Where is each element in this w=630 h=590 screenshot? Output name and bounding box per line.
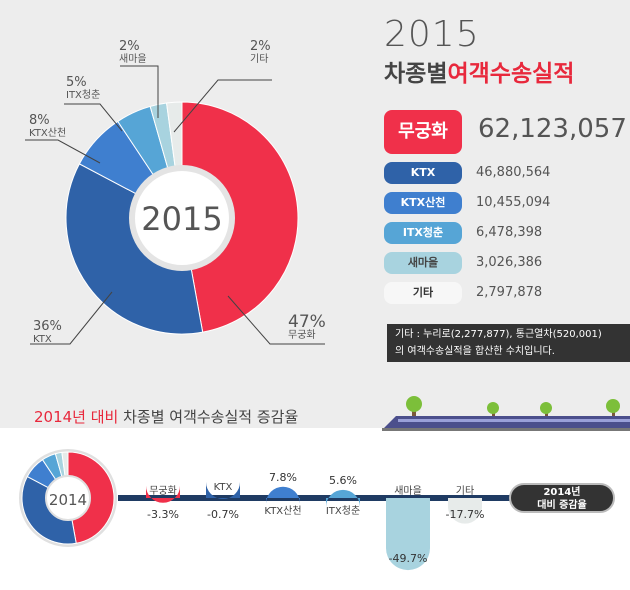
title-part1: 차종별 <box>384 61 448 87</box>
section2-title-rest: 차종별 여객수송실적 증감율 <box>118 408 299 426</box>
bar-category-label: 기타 <box>455 486 475 497</box>
leader-line <box>120 65 159 118</box>
bar-category-label: KTX산천 <box>264 506 302 517</box>
year-title: 2015 <box>384 14 480 55</box>
pie-label-ktx-sancheon: 8% KTX산천 <box>29 114 66 140</box>
pie-label-name: 무궁화 <box>288 330 316 341</box>
bar <box>206 482 240 500</box>
bar-category-label: ITX청춘 <box>325 506 361 517</box>
tree-icon <box>487 402 499 414</box>
bar-value-label: -3.3% <box>147 508 179 521</box>
pie-label-name: KTX산천 <box>29 128 67 139</box>
bar <box>326 489 360 507</box>
small-donut-label: 2014 <box>49 491 87 509</box>
leader-lines <box>25 65 325 345</box>
pie-label-itx: 5% ITX청춘 <box>66 76 100 102</box>
bar-value-label: 5.6% <box>329 473 357 487</box>
row-badge-ktx: KTX <box>384 162 462 184</box>
bar-value-label: 7.8% <box>269 470 297 484</box>
bar-value-label: -17.7% <box>445 508 485 521</box>
note-line1: 기타 : 누리로(2,277,877), 통근열차(520,001) <box>395 329 602 340</box>
pie-label-pct: 36% <box>33 319 62 334</box>
leader-line <box>227 295 325 345</box>
tree-icon <box>540 402 552 414</box>
row-value-ktx-sancheon: 10,455,094 <box>476 195 551 210</box>
rail <box>382 428 630 431</box>
title-part2: 여객수송실적 <box>447 61 575 87</box>
pie-label-pct: 8% <box>29 113 50 128</box>
row-value-mugunghwa: 62,123,057 <box>478 114 627 144</box>
bar <box>386 498 430 571</box>
donut-center <box>129 165 235 271</box>
pie-label-name: KTX <box>33 334 52 345</box>
pie-label-name: 기타 <box>250 54 269 65</box>
pie-label-mugunghwa: 47% 무궁화 <box>288 312 326 342</box>
row-badge-mugunghwa: 무궁화 <box>384 110 462 154</box>
tree-trunk <box>612 406 615 424</box>
row-badge-itx: ITX청춘 <box>384 222 462 244</box>
row-badge-ktx-sancheon: KTX산천 <box>384 192 462 214</box>
pie-label-ktx: 36% KTX <box>33 320 62 346</box>
pie-label-name: ITX청춘 <box>66 90 101 101</box>
train-window-strip <box>398 419 630 422</box>
row-badge-saemaeul: 새마을 <box>384 252 462 274</box>
pill-line1: 2014년 <box>543 485 580 498</box>
leader-line <box>173 79 272 133</box>
pill-line2: 대비 증감율 <box>537 498 586 511</box>
section2-title-red: 2014년 대비 <box>34 408 119 426</box>
pie-label-saemaeul: 2% 새마을 <box>119 40 147 66</box>
leader-line <box>25 139 101 164</box>
pie-label-name: 새마을 <box>119 54 147 65</box>
pie-label-pct: 2% <box>119 39 140 54</box>
page-title: 차종별여객수송실적 <box>384 54 574 88</box>
row-value-saemaeul: 3,026,386 <box>476 255 543 270</box>
bars <box>146 482 482 571</box>
pie-label-etc: 2% 기타 <box>250 40 271 66</box>
small-donut-center <box>45 475 91 521</box>
donut-center-label: 2015 <box>141 200 222 238</box>
train-illustration <box>382 396 630 431</box>
leader-line <box>64 103 123 132</box>
main-donut-chart: 2015 <box>25 65 325 345</box>
bar-value-label: -49.7% <box>388 552 428 566</box>
pie-label-pct: 47% <box>288 312 326 332</box>
note-box: 기타 : 누리로(2,277,877), 통근열차(520,001) 의 여객수… <box>387 324 630 362</box>
row-value-ktx: 46,880,564 <box>476 165 551 180</box>
donut-slices <box>65 101 299 335</box>
leader-line <box>30 291 113 345</box>
change-rate-chart: 2014 2014년 대비 증감율 <box>19 449 615 571</box>
pie-label-pct: 2% <box>250 39 271 54</box>
change-rate-pill <box>509 483 615 513</box>
bar-value-label: -0.7% <box>207 508 239 521</box>
bar <box>266 486 300 504</box>
tree-icon <box>606 399 620 413</box>
row-badge-etc: 기타 <box>384 282 462 304</box>
bar <box>448 498 482 524</box>
bar-category-label: KTX <box>213 482 233 493</box>
section2-title: 2014년 대비 차종별 여객수송실적 증감율 <box>34 406 298 427</box>
bar-category-label: 새마을 <box>394 486 422 497</box>
row-value-etc: 2,797,878 <box>476 285 543 300</box>
bar <box>146 485 180 503</box>
bar-category-label: 무궁화 <box>149 486 177 497</box>
tree-trunk <box>412 404 416 424</box>
pie-label-pct: 5% <box>66 75 87 90</box>
note-line2: 의 여객수송실적을 합산한 수치입니다. <box>395 346 555 357</box>
tree-icon <box>406 396 422 412</box>
row-value-itx: 6,478,398 <box>476 225 543 240</box>
